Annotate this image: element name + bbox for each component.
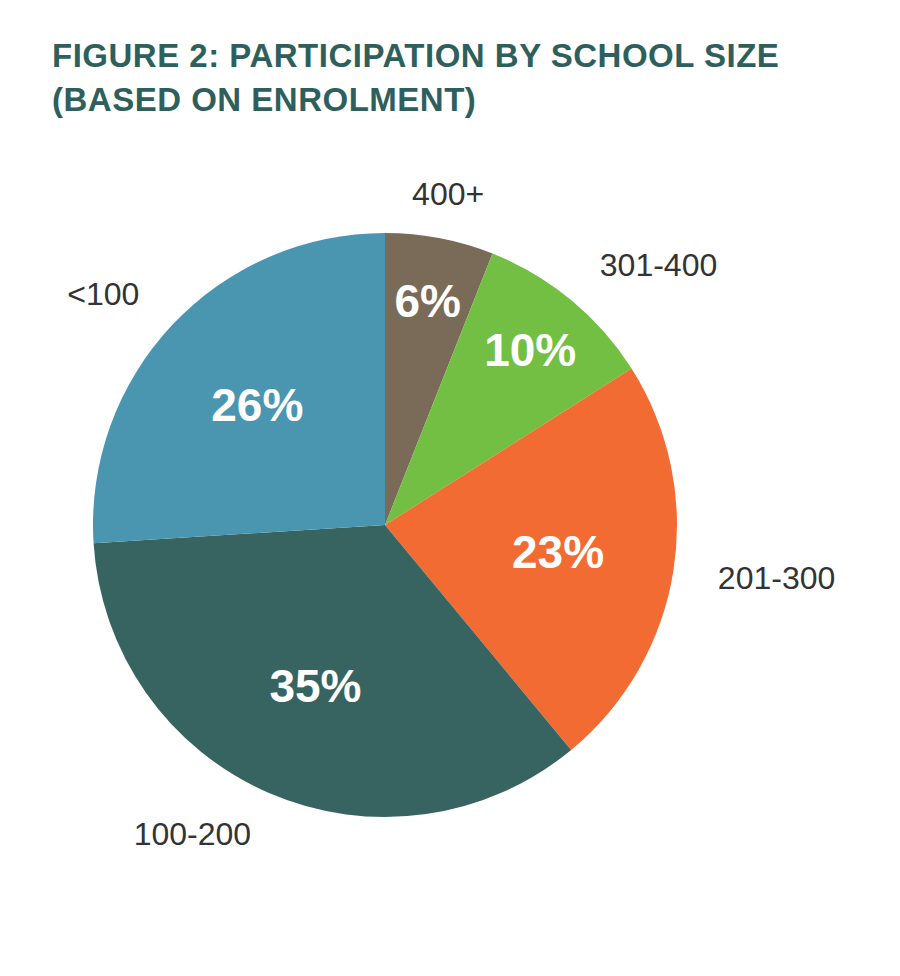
html-text:FIGURE 2: PARTICIPATION BY SCH: FIGURE 2: PARTICIPATION BY SCHOOL SIZE (…: [52, 37, 780, 118]
svg-text:201-300: 201-300: [718, 560, 835, 596]
svg-text:6%: 6%: [394, 275, 460, 327]
svg-text:23%: 23%: [512, 526, 604, 578]
svg-text:301-400: 301-400: [600, 247, 717, 283]
svg-text:26%: 26%: [211, 379, 303, 431]
svg-text:400+: 400+: [412, 176, 484, 212]
svg-text:100-200: 100-200: [134, 816, 251, 852]
svg-text:35%: 35%: [269, 660, 361, 712]
svg-text:10%: 10%: [484, 324, 576, 376]
svg-text:<100: <100: [67, 276, 139, 312]
